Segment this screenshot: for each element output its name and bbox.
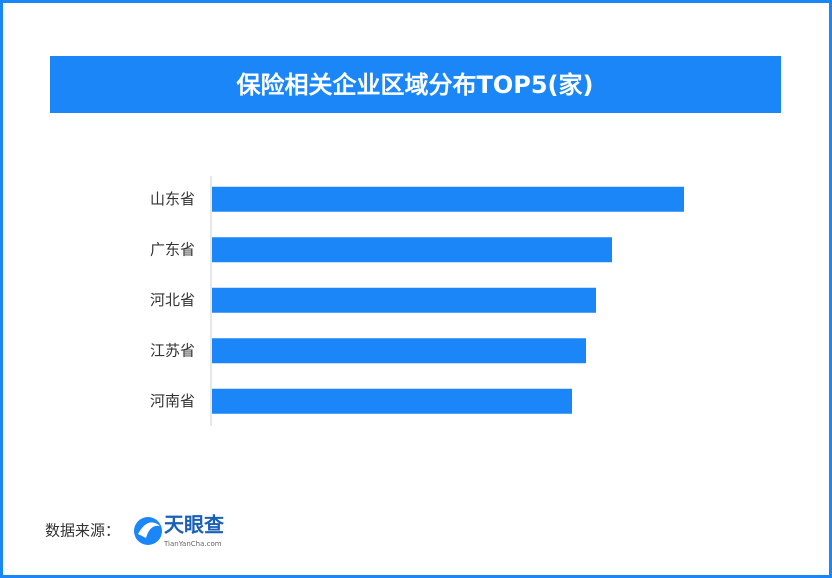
logo-name: 天眼查 (164, 513, 224, 537)
y-tick-label: 河南省 (150, 392, 195, 410)
bar (212, 287, 596, 313)
bar (212, 186, 684, 212)
chart-title: 保险相关企业区域分布TOP5(家) (236, 71, 594, 99)
title-banner (50, 56, 781, 113)
bar (212, 237, 612, 263)
bar (212, 338, 586, 364)
bar (212, 388, 572, 414)
logo-url: TianYanCha.com (163, 540, 222, 548)
logo: 天眼查 TianYanCha.com (134, 513, 224, 548)
y-tick-label: 山东省 (150, 190, 195, 208)
y-tick-label: 广东省 (150, 240, 195, 258)
logo-icon-swirl (138, 522, 160, 538)
y-tick-label: 江苏省 (150, 341, 195, 359)
source-label: 数据来源： (45, 522, 120, 540)
y-tick-label: 河北省 (150, 291, 195, 309)
